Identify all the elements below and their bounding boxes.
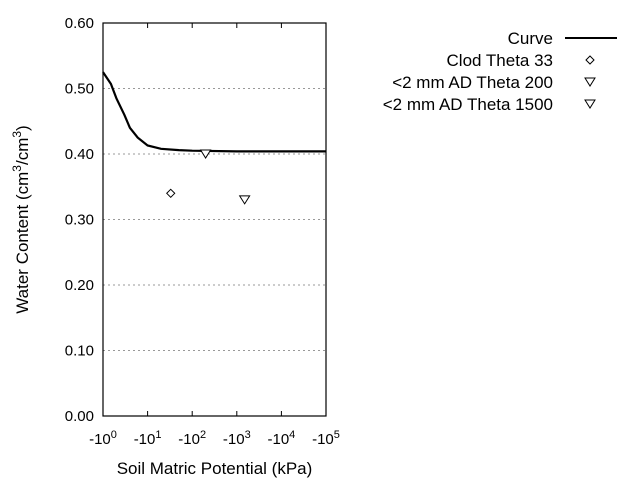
curve-line [102,71,326,153]
legend-label: Clod Theta 33 [447,51,553,70]
plot-frame [102,22,327,417]
x-tick-label: -100 [89,429,117,448]
triangle-marker [238,195,251,205]
y-axis-title: Water Content (cm3/cm3) [10,125,32,313]
legend-label: <2 mm AD Theta 200 [392,73,553,92]
legend-label: <2 mm AD Theta 1500 [383,95,553,114]
y-tick-label: 0.50 [65,81,94,98]
y-tick-label: 0.60 [65,15,94,32]
x-tick-label: -103 [223,429,251,448]
legend-label: Curve [508,29,553,48]
triangle-marker [584,99,596,109]
triangle-marker [199,149,212,159]
y-tick-label: 0.40 [65,146,94,163]
x-tick-label: -102 [178,429,206,448]
y-tick-label: 0.20 [65,277,94,294]
x-tick-label: -101 [134,429,162,448]
x-tick-label: -104 [267,429,295,448]
y-tick-label: 0.30 [65,212,94,229]
triangle-marker [584,77,596,87]
diamond-marker [166,188,176,199]
y-tick-label: 0.00 [65,408,94,425]
y-tick-label: 0.10 [65,343,94,360]
x-tick-label: -105 [312,429,340,448]
diamond-marker [585,55,595,65]
x-axis-title: Soil Matric Potential (kPa) [117,459,313,478]
